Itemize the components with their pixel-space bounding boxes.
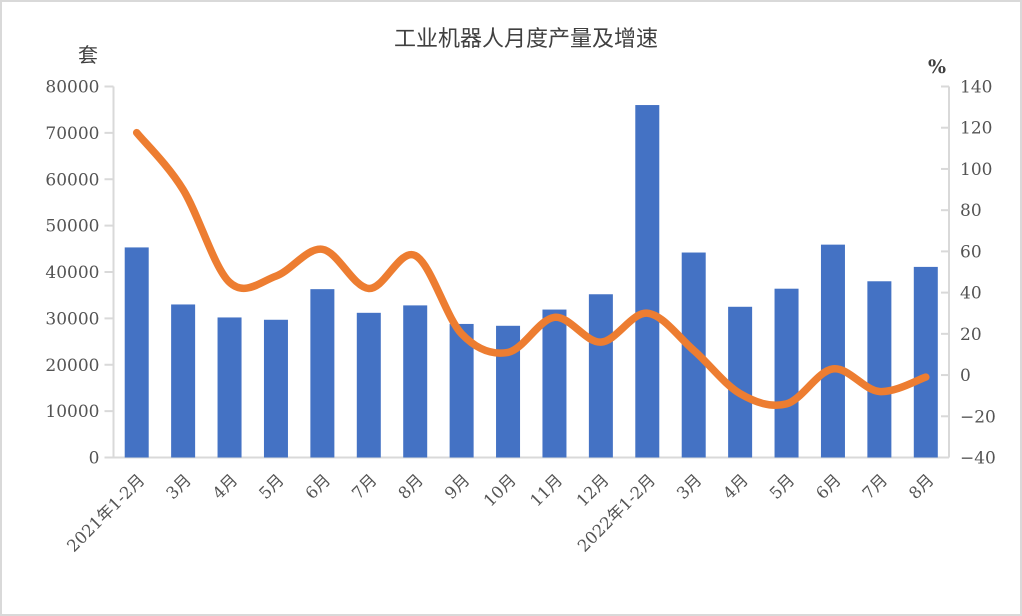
x-axis-category-label: 3月 [673,470,706,503]
x-axis-category-label: 6月 [812,470,845,503]
x-axis-category-label: 7月 [859,470,892,503]
production-bar [217,317,242,458]
left-axis-tick-label: 30000 [45,309,99,329]
x-axis-category-label: 4月 [209,470,242,503]
left-axis-tick-label: 60000 [45,170,99,190]
x-axis-category-label: 12月 [573,470,613,510]
production-bar [310,289,335,458]
production-bar [263,319,288,458]
axes [104,85,950,459]
x-axis-category-label: 5月 [255,470,288,503]
left-axis-tick-label: 80000 [45,78,99,98]
x-axis-category-label: 9月 [441,470,474,503]
x-axis-category-label: 7月 [348,470,381,503]
production-bar [867,281,892,458]
right-axis-tick-label: 140 [960,78,992,98]
right-axis-tick-label: 80 [960,201,982,221]
x-axis-category-label: 6月 [302,470,335,503]
growth-rate-line-series [132,128,930,410]
production-bar [124,247,149,458]
left-axis-tick-label: 0 [89,449,100,469]
production-bar [403,305,428,458]
x-axis-category-label: 11月 [526,470,566,510]
x-axis-category-label: 5月 [766,470,799,503]
production-bar [728,306,753,458]
left-axis-tick-label: 40000 [45,263,99,283]
right-axis-tick-label: 100 [960,160,992,180]
chart-title: 工业机器人月度产量及增速 [394,27,658,52]
production-bar [171,304,196,458]
x-axis-category-label: 2021年1-2月 [63,470,148,555]
left-axis-unit-label: 套 [78,43,98,67]
production-bar [496,325,521,458]
right-axis-tick-label: 0 [960,366,971,386]
x-axis-category-label: 4月 [719,470,752,503]
production-bars-series [124,105,938,458]
right-axis-tick-label: 20 [960,325,982,345]
left-axis-tick-label: 10000 [45,402,99,422]
production-bar [588,294,613,458]
right-axis-tick-label: 120 [960,119,992,139]
right-axis-tick-label: 60 [960,242,982,262]
x-axis-category-labels: 2021年1-2月 3月 4月 5月 6月 7月 8月 9月 10月 11月 12月2022年1-2… [63,470,937,555]
right-axis-tick-label: −20 [960,407,996,427]
production-bar [356,312,381,458]
left-axis-tick-labels: 80000 70000 60000 50000 40000 30000 20000 10000… [45,78,99,469]
right-axis-tick-labels: 140 120 100 80 60 40 20 0 −20 −40 [960,78,996,469]
production-bar [774,288,799,458]
left-axis-tick-label: 70000 [45,124,99,144]
x-axis-category-label: 8月 [395,470,428,503]
x-axis-category-label: 8月 [905,470,938,503]
production-bar [913,266,938,458]
x-axis-category-label: 3月 [162,470,195,503]
right-axis-unit-label: % [928,56,946,78]
x-axis-category-label: 10月 [480,470,520,510]
production-bar [820,244,845,458]
left-axis-tick-label: 20000 [45,356,99,376]
production-bar [542,309,567,458]
right-axis-tick-label: −40 [960,449,996,469]
production-bar [635,105,660,458]
left-axis-tick-label: 50000 [45,217,99,237]
right-axis-tick-label: 40 [960,284,982,304]
production-bar [449,323,474,458]
growth-rate-line [132,128,930,410]
